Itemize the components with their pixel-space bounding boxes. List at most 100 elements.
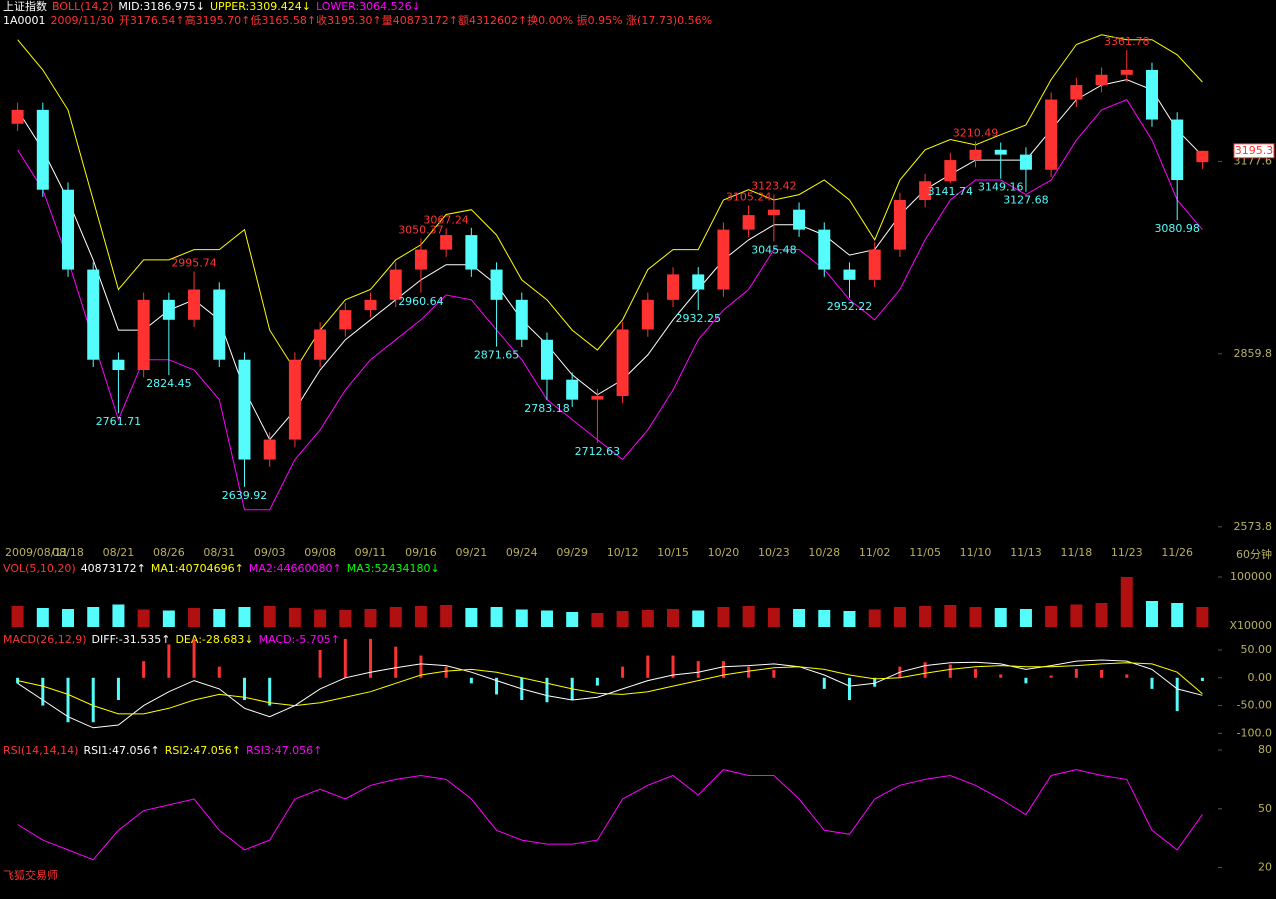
boll-line <box>17 34 1203 371</box>
volume-bar <box>364 609 377 627</box>
candle-body <box>314 329 327 360</box>
x-tick-label: 11/05 <box>909 546 941 559</box>
low-label: 3141.74 <box>928 185 974 198</box>
volume-bar <box>162 610 175 627</box>
volume-bar <box>137 609 150 627</box>
volume-bar <box>868 609 881 627</box>
header-line-item: BOLL(14,2) <box>52 0 113 13</box>
candle-body <box>843 269 856 280</box>
volume-bar <box>843 611 856 627</box>
candle-body <box>440 235 453 250</box>
candle-body <box>919 181 932 200</box>
volume-bar <box>566 612 579 627</box>
x-axis-note: 60分钟 <box>1236 547 1272 561</box>
x-tick-label: 09/21 <box>456 546 488 559</box>
candle-body <box>515 299 528 340</box>
x-tick-label: 2009/08/11 <box>5 546 68 559</box>
candle-body <box>490 269 503 300</box>
rsi-legend-item: RSI(14,14,14) <box>3 744 78 757</box>
y-tick-label: 20 <box>1258 861 1272 874</box>
macd-legend-item: DEA:-28.683↓ <box>175 633 253 646</box>
low-label: 2824.45 <box>146 377 192 390</box>
volume-bar <box>263 606 276 627</box>
y-tick-label: 2573.8 <box>1234 520 1273 533</box>
candle-body <box>566 379 579 400</box>
volume-bar <box>288 608 301 627</box>
volume-bar <box>919 606 932 627</box>
candle-body <box>87 269 100 360</box>
candle-body <box>36 109 49 190</box>
volume-bar <box>238 607 251 627</box>
volume-bar <box>1196 607 1209 627</box>
y-tick-label: 50 <box>1258 802 1272 815</box>
volume-bar <box>490 607 503 627</box>
candle-body <box>238 359 251 460</box>
volume-bar <box>389 607 402 627</box>
low-label: 2960.64 <box>398 295 444 308</box>
volume-legend: VOL(5,10,20) 40873172↑ MA1:40704696↑ MA2:44… <box>3 562 440 575</box>
candle-body <box>288 359 301 440</box>
x-tick-label: 08/18 <box>52 546 84 559</box>
volume-legend-item: MA3:52434180↓ <box>347 562 440 575</box>
x-tick-label: 10/12 <box>607 546 639 559</box>
x-tick-label: 10/20 <box>708 546 740 559</box>
volume-bar <box>616 611 629 627</box>
candle-body <box>339 310 352 330</box>
x-tick-label: 08/26 <box>153 546 185 559</box>
macd-legend-item: MACD:-5.705↑ <box>259 633 340 646</box>
candle-body <box>213 289 226 360</box>
candle-body <box>818 229 831 270</box>
candle-body <box>1019 154 1032 170</box>
candle-body <box>742 215 755 230</box>
x-tick-label: 11/10 <box>960 546 992 559</box>
candle-body <box>137 299 150 370</box>
volume-bar <box>1120 577 1133 627</box>
y-tick-label: 100000 <box>1230 570 1272 583</box>
volume-bar <box>339 610 352 627</box>
rsi-legend-item: RSI1:47.056↑ <box>83 744 159 757</box>
y-tick-label: 2859.8 <box>1234 347 1273 360</box>
volume-bar <box>440 605 453 627</box>
candle-body <box>62 189 75 270</box>
high-label: 3050.37 <box>398 223 444 236</box>
candle-body <box>1196 150 1209 163</box>
x-tick-label: 09/03 <box>254 546 286 559</box>
x-tick-label: 08/21 <box>103 546 135 559</box>
unit-label: X10000 <box>1229 619 1272 632</box>
volume-bar <box>1095 603 1108 627</box>
volume-bar <box>414 606 427 627</box>
volume-bar <box>994 608 1007 627</box>
header-line-item: 上证指数 <box>3 0 47 13</box>
volume-bar <box>591 613 604 627</box>
candle-body <box>1171 119 1184 181</box>
y-tick-label: -100.0 <box>1237 726 1272 739</box>
rsi-line <box>17 769 1203 861</box>
volume-bar <box>793 609 806 627</box>
x-tick-label: 11/02 <box>859 546 891 559</box>
volume-bar <box>314 609 327 627</box>
volume-bar <box>969 607 982 627</box>
x-tick-label: 11/26 <box>1161 546 1193 559</box>
low-label: 2712.63 <box>575 445 621 458</box>
x-tick-label: 11/13 <box>1010 546 1042 559</box>
volume-bar <box>717 607 730 627</box>
high-label: 3210.49 <box>953 127 999 140</box>
volume-bar <box>692 610 705 627</box>
volume-bar <box>667 609 680 627</box>
volume-bar <box>1145 601 1158 627</box>
low-label: 2761.71 <box>96 415 142 428</box>
volume-bar <box>515 609 528 627</box>
volume-bar <box>742 606 755 627</box>
candle-body <box>616 329 629 397</box>
low-label: 2932.25 <box>675 312 721 325</box>
candle-body <box>667 274 680 300</box>
header-line-item: 开3176.54↑高3195.70↑低3165.58↑收3195.30↑量408… <box>119 13 712 27</box>
candle-body <box>591 396 604 400</box>
candle-body <box>162 299 175 320</box>
candle-body <box>1145 69 1158 120</box>
high-label: 3067.24 <box>423 213 469 226</box>
x-tick-label: 11/18 <box>1061 546 1093 559</box>
volume-bar <box>1171 603 1184 627</box>
low-label: 3127.68 <box>1003 194 1049 207</box>
